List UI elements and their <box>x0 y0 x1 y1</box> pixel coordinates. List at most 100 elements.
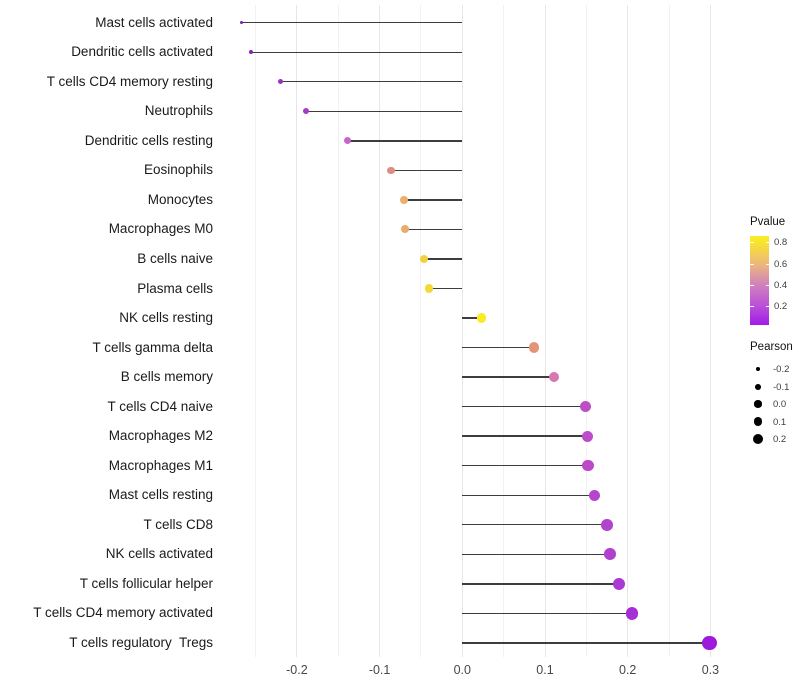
gridline-minor <box>585 5 587 657</box>
lollipop-stem <box>424 258 463 260</box>
category-label: Mast cells activated <box>95 14 213 30</box>
x-tick-label: -0.2 <box>286 663 308 677</box>
size-legend-dot <box>755 383 761 390</box>
category-label: T cells CD4 memory resting <box>46 73 213 89</box>
lollipop-stem <box>403 199 463 201</box>
pvalue-legend-title: Pvalue <box>750 216 786 228</box>
gridline-major <box>379 5 381 657</box>
category-label: Macrophages M2 <box>108 428 213 444</box>
lollipop-stem <box>462 465 588 467</box>
category-label: NK cells resting <box>119 310 213 326</box>
gridline-minor <box>337 5 339 657</box>
size-legend-label: 0.1 <box>773 416 787 428</box>
gridline-major <box>296 5 298 657</box>
category-label: Macrophages M1 <box>108 457 213 473</box>
lollipop-dot <box>401 225 410 234</box>
colorbar-tick <box>750 306 754 308</box>
lollipop-dot <box>420 254 429 264</box>
colorbar-tick <box>750 242 754 244</box>
lollipop-dot <box>702 635 717 651</box>
x-tick-label: 0.1 <box>536 663 554 677</box>
category-label: Eosinophils <box>143 162 213 178</box>
lollipop-stem <box>462 376 555 378</box>
gridline-major <box>627 5 629 657</box>
lollipop-dot <box>277 79 283 85</box>
lollipop-stem <box>429 287 463 290</box>
lollipop-dot <box>588 489 601 501</box>
lollipop-dot <box>529 342 540 353</box>
category-label: T cells CD4 naive <box>107 398 213 414</box>
gridline-minor <box>255 5 257 657</box>
size-legend-label: -0.2 <box>773 364 790 376</box>
lollipop-dot <box>579 401 592 413</box>
colorbar-tick-label: 0.2 <box>774 301 788 313</box>
lollipop-dot <box>302 108 309 115</box>
gridline-minor <box>420 5 422 657</box>
gridline-major <box>544 5 546 657</box>
category-label: Macrophages M0 <box>108 221 213 237</box>
category-label: Neutrophils <box>144 103 213 119</box>
category-label: T cells CD8 <box>143 516 213 532</box>
lollipop-stem <box>462 346 535 349</box>
pearson-legend-title: Pearson <box>750 341 793 353</box>
colorbar-tick <box>765 242 769 244</box>
size-legend-dot <box>753 433 763 444</box>
lollipop-stem <box>462 524 608 526</box>
colorbar-tick <box>750 263 754 265</box>
category-label: B cells memory <box>120 369 213 385</box>
lollipop-dot <box>612 577 625 590</box>
lollipop-dot <box>387 166 395 175</box>
lollipop-stem <box>405 228 463 231</box>
category-label: T cells regulatory Tregs <box>69 634 213 650</box>
lollipop-dot <box>581 430 593 442</box>
category-label: Plasma cells <box>137 280 213 296</box>
size-legend-label: 0.0 <box>773 399 787 411</box>
x-tick-label: 0.3 <box>701 663 720 677</box>
lollipop-stem <box>462 583 619 585</box>
size-legend-dot <box>754 400 762 408</box>
lollipop-dot <box>425 284 434 293</box>
gridline-minor <box>503 5 505 657</box>
size-legend-label: -0.1 <box>773 381 790 393</box>
lollipop-stem <box>251 51 463 53</box>
colorbar-tick <box>750 284 754 286</box>
lollipop-stem <box>462 317 482 319</box>
category-label: NK cells activated <box>105 546 213 562</box>
category-label: Monocytes <box>147 191 213 207</box>
lollipop-stem <box>347 140 463 142</box>
colorbar-tick-label: 0.6 <box>774 258 788 270</box>
lollipop-stem <box>391 169 463 172</box>
x-tick-label: 0.2 <box>618 663 637 677</box>
lollipop-dot <box>249 50 254 55</box>
lollipop-stem <box>462 494 595 496</box>
lollipop-stem <box>241 22 463 24</box>
lollipop-stem <box>462 612 632 615</box>
lollipop-dot <box>343 137 351 145</box>
colorbar-tick-label: 0.4 <box>774 279 788 291</box>
lollipop-stem <box>462 642 710 644</box>
pvalue-colorbar <box>750 236 769 325</box>
size-legend-label: 0.2 <box>773 433 787 445</box>
category-label: Mast cells resting <box>108 487 213 503</box>
category-label: T cells follicular helper <box>79 575 213 591</box>
category-label: T cells CD4 memory activated <box>33 605 213 621</box>
gridline-minor <box>668 5 670 657</box>
lollipop-dot <box>625 607 638 620</box>
lollipop-stem <box>462 553 611 556</box>
category-label: T cells gamma delta <box>92 339 213 355</box>
category-label: Dendritic cells activated <box>71 44 213 60</box>
lollipop-dot <box>601 518 613 531</box>
lollipop-dot <box>582 460 594 472</box>
lollipop-dot <box>399 195 408 204</box>
gridline-major <box>461 5 463 657</box>
category-label: Dendritic cells resting <box>84 132 213 148</box>
lollipop-dot <box>548 371 560 383</box>
colorbar-tick <box>765 263 769 265</box>
lollipop-dot <box>239 20 244 25</box>
x-tick-label: -0.1 <box>368 663 391 677</box>
lollipop-stem <box>462 405 586 408</box>
category-label: B cells naive <box>137 250 213 266</box>
lollipop-stem <box>462 435 588 437</box>
lollipop-dot <box>604 548 617 561</box>
